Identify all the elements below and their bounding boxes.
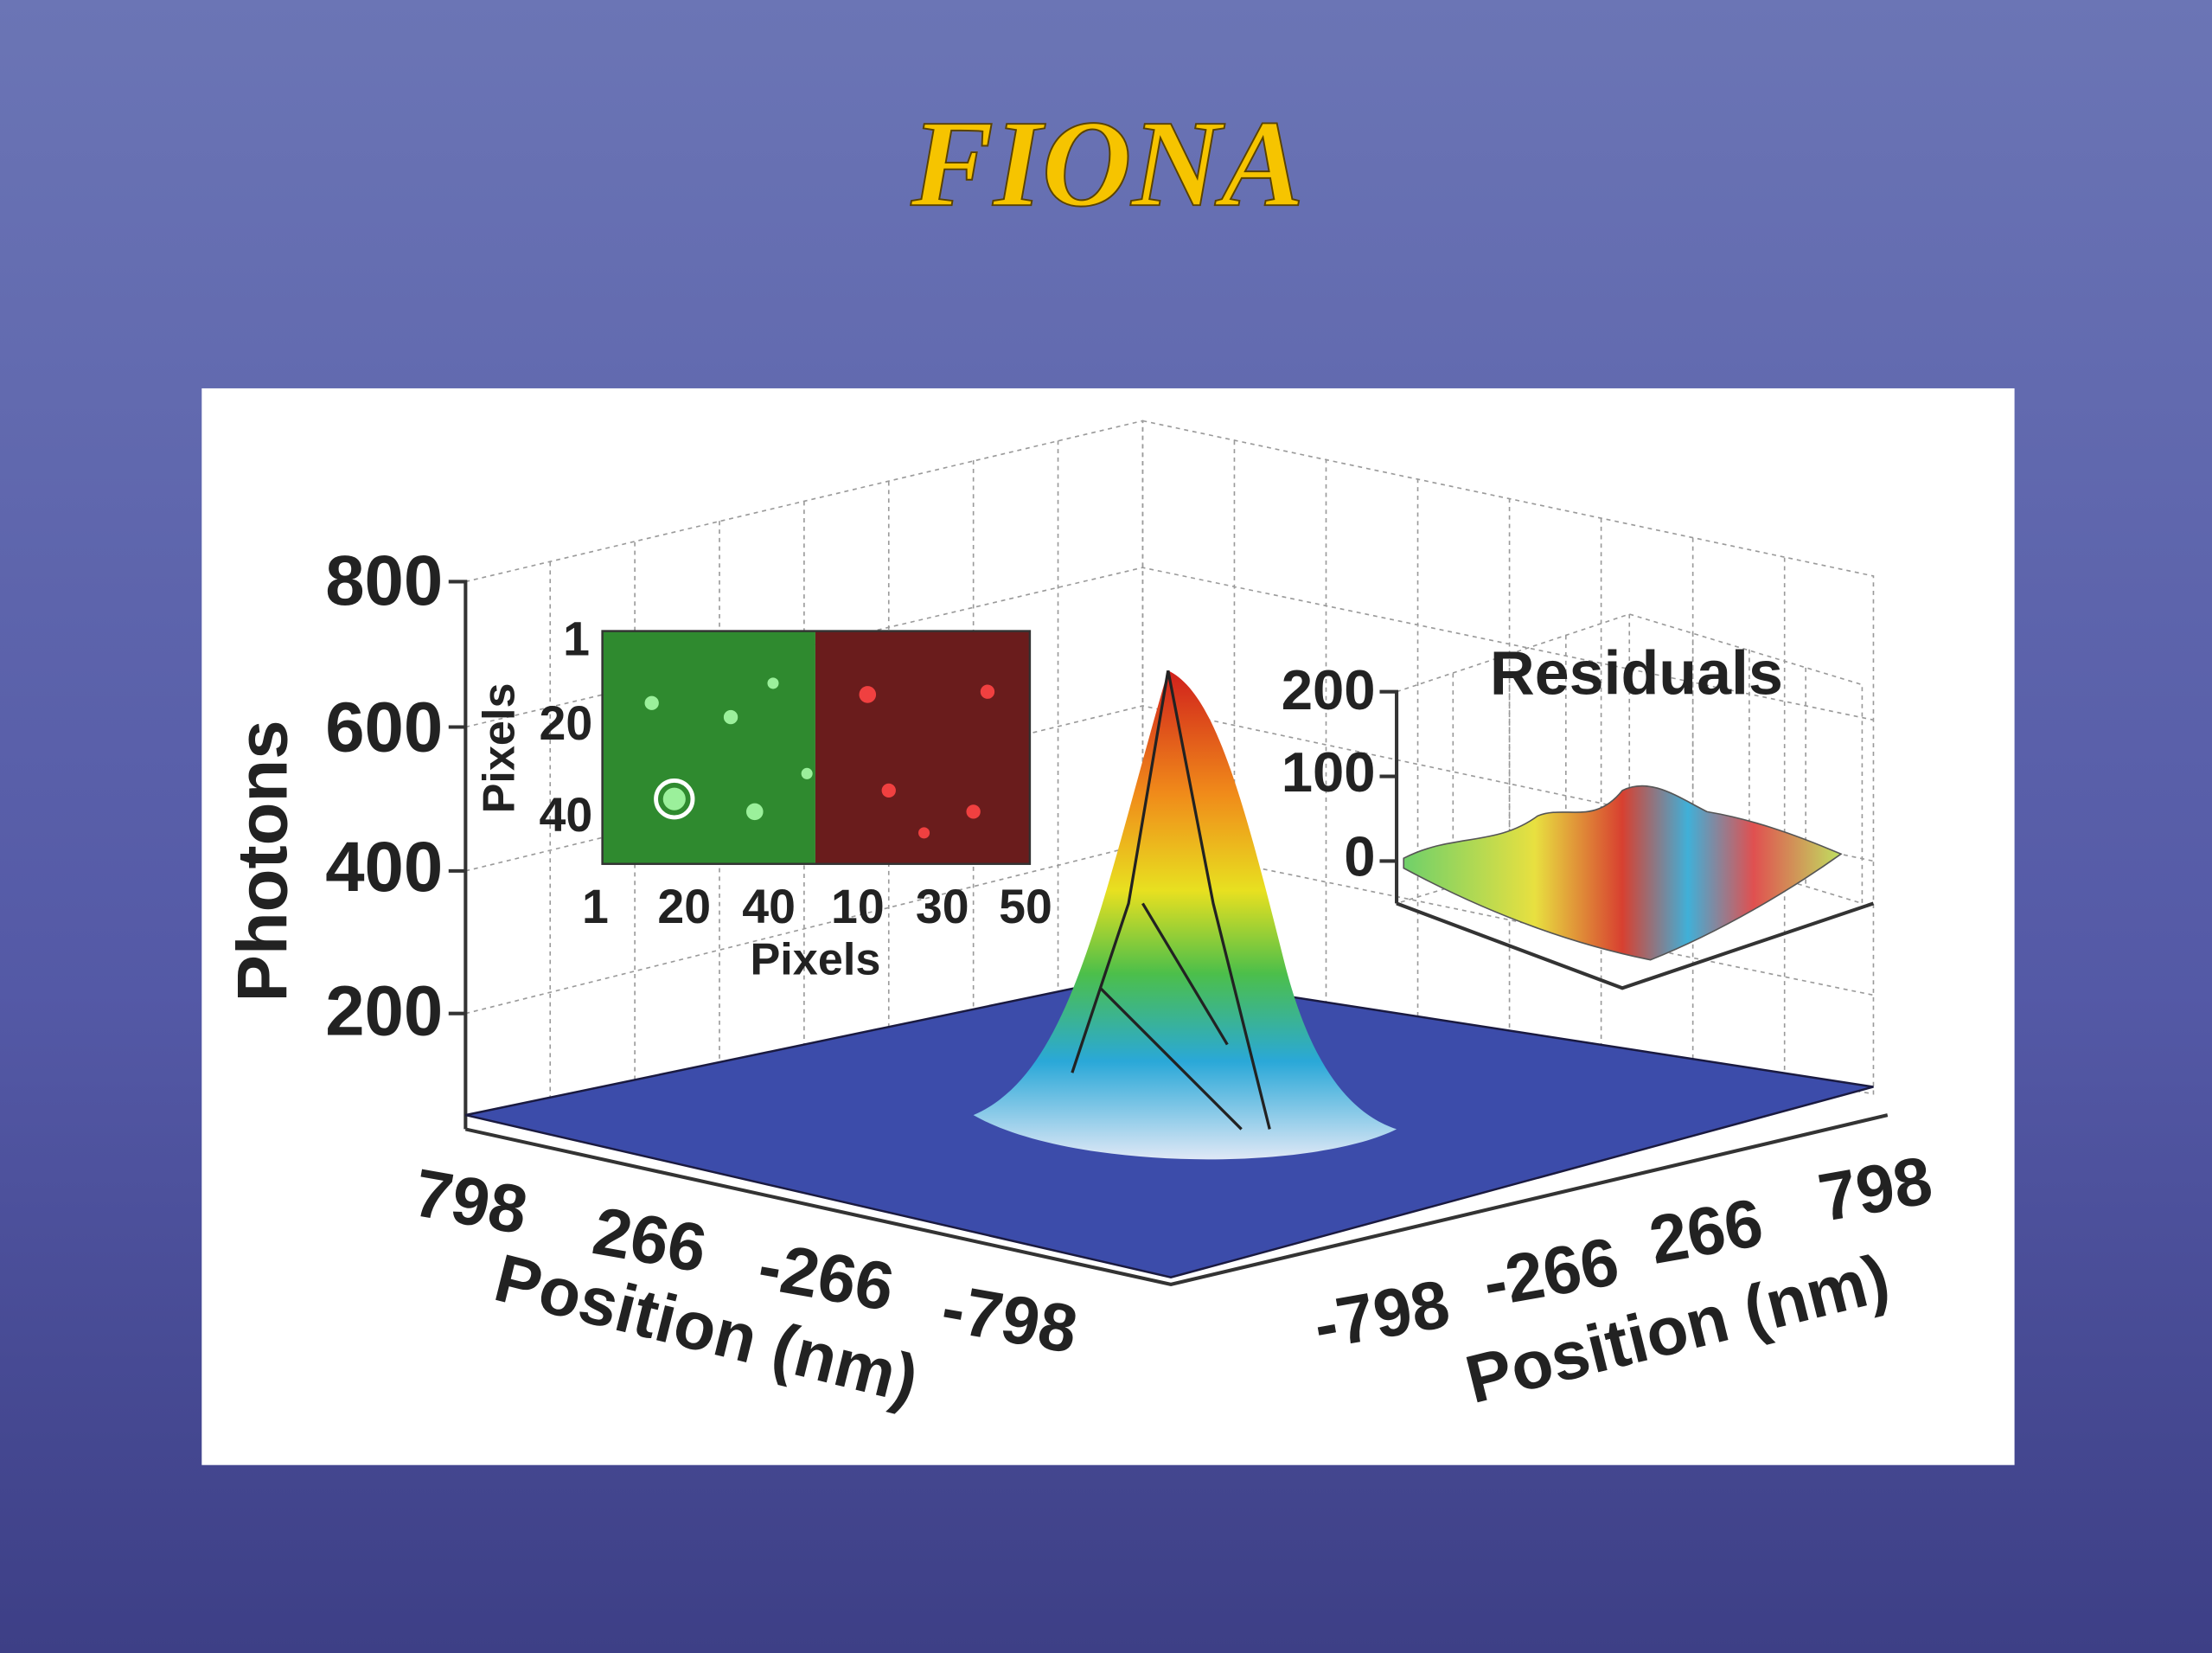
inset-x-tick-label: 30 bbox=[916, 880, 969, 933]
inset-x-tick-label: 40 bbox=[742, 880, 796, 933]
inset-x-tick-label: 10 bbox=[831, 880, 885, 933]
residuals-z-tick-label: 200 bbox=[1282, 658, 1376, 721]
inset-x-tick-label: 1 bbox=[582, 880, 609, 933]
inset-y-tick-label: 40 bbox=[539, 788, 592, 842]
residuals-title: Residuals bbox=[1490, 638, 1783, 708]
inset-y-tick-label: 20 bbox=[539, 696, 592, 750]
peak-mesh bbox=[1071, 670, 1271, 1131]
inset-x-label: Pixels bbox=[750, 935, 880, 985]
inset-y-label: Pixels bbox=[475, 683, 525, 814]
z-axis-label: Photons bbox=[224, 720, 303, 1002]
selected-spot bbox=[654, 778, 695, 820]
slide-title: FIONA bbox=[910, 95, 1304, 233]
inset-frame bbox=[601, 630, 1032, 865]
residuals-z-tick-label: 0 bbox=[1344, 825, 1375, 888]
inset-x-tick-label: 50 bbox=[999, 880, 1052, 933]
z-tick-label: 600 bbox=[325, 689, 443, 767]
residuals-box bbox=[1379, 613, 1875, 990]
red-spots bbox=[859, 684, 995, 839]
inset-red-channel bbox=[815, 631, 1030, 864]
green-spots bbox=[644, 677, 813, 821]
residuals-surface bbox=[1403, 785, 1843, 961]
z-tick-label: 800 bbox=[325, 541, 443, 620]
z-tick-label: 200 bbox=[325, 971, 443, 1050]
inset-green-channel bbox=[602, 631, 815, 864]
z-tick-label: 400 bbox=[325, 828, 443, 907]
inset-y-tick-label: 1 bbox=[563, 612, 590, 665]
surface-peak bbox=[973, 670, 1397, 1160]
inset-x-tick-label: 20 bbox=[657, 880, 711, 933]
residuals-z-tick-label: 100 bbox=[1282, 740, 1376, 804]
